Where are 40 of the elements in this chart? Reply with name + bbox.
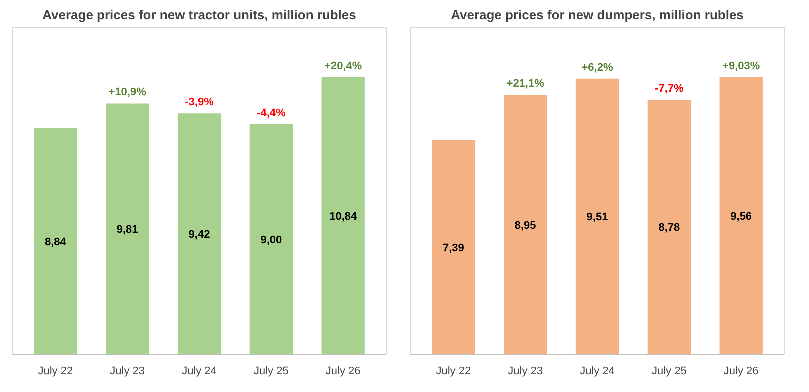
annotation: -7,7%	[655, 82, 684, 95]
data-label: 7,39	[442, 242, 464, 254]
x-tick-label: July 23	[508, 366, 544, 378]
bar	[322, 77, 365, 354]
data-label: 10,84	[330, 210, 358, 223]
x-tick-label: July 25	[254, 366, 289, 378]
data-label: 9,56	[730, 210, 752, 223]
annotation: -4,4%	[257, 107, 286, 120]
x-tick-label: July 24	[182, 366, 217, 378]
x-tick-label: July 22	[436, 366, 472, 378]
data-label: 9,00	[260, 234, 282, 246]
data-label: 8,95	[514, 220, 536, 232]
x-tick-label: July 23	[110, 366, 146, 378]
x-tick-label: July 25	[652, 366, 687, 378]
data-label: 8,84	[44, 236, 68, 249]
data-label: 8,78	[658, 222, 680, 234]
x-tick-label: July 26	[326, 366, 361, 378]
x-tick-label: July 26	[724, 366, 759, 378]
annotation: +21,1%	[506, 78, 545, 90]
bar	[648, 100, 691, 354]
bar	[576, 78, 620, 354]
x-tick-label: July 24	[580, 366, 615, 378]
chart-title: Average prices for new dumpers, million rubles	[451, 8, 744, 22]
annotation: +9,03%	[722, 60, 760, 72]
annotation: -3,9%	[185, 96, 214, 109]
chart-title: Average prices for new tractor units, million rubles	[42, 8, 356, 22]
bar	[432, 140, 476, 354]
x-tick-label: July 22	[38, 366, 74, 378]
bar	[34, 128, 78, 354]
bar	[504, 95, 548, 354]
bar	[250, 124, 293, 354]
data-label: 9,51	[586, 212, 608, 224]
data-label: 9,42	[188, 229, 210, 242]
bar	[178, 114, 222, 354]
annotation: +6,2%	[582, 62, 614, 74]
annotation: +10,9%	[108, 86, 147, 99]
bar	[720, 77, 763, 354]
annotation: +20,4%	[324, 60, 362, 72]
data-label: 9,81	[116, 224, 138, 236]
bar	[106, 104, 150, 354]
